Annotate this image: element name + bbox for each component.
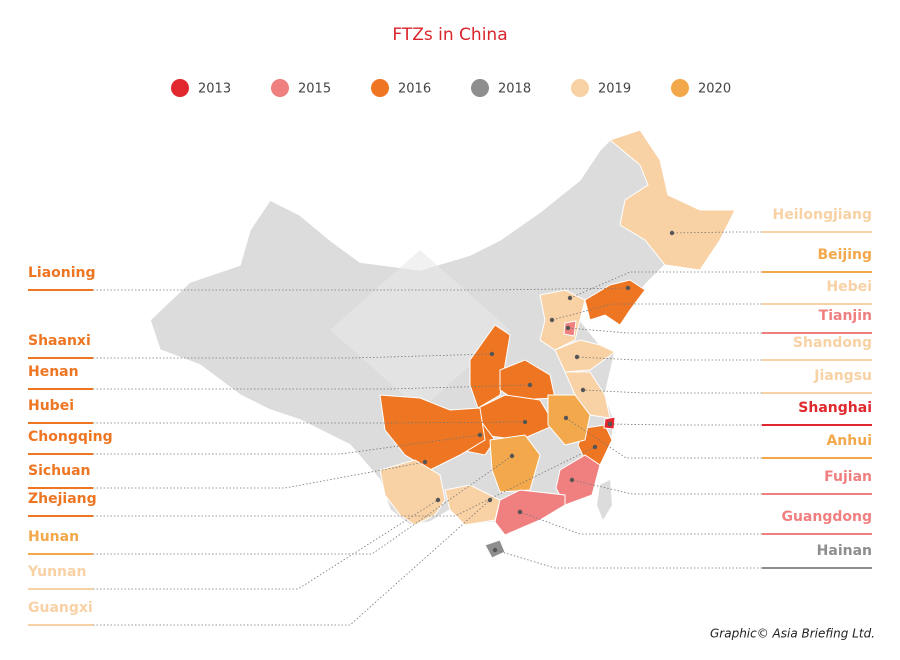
province-dot	[492, 547, 498, 553]
province-dot	[574, 354, 580, 360]
leader-line	[93, 455, 513, 555]
province-label: Chongqing	[28, 429, 113, 445]
province-label: Sichuan	[28, 463, 91, 479]
leader-line	[93, 499, 439, 590]
province-dot	[563, 415, 569, 421]
leader-line	[569, 271, 762, 299]
leader-line	[93, 446, 596, 517]
leader-line	[519, 511, 762, 535]
province-label: Shaanxi	[28, 333, 91, 349]
legend-label: 2016	[398, 82, 431, 97]
province-dot	[477, 432, 483, 438]
province	[379, 459, 446, 526]
province	[489, 434, 541, 493]
province-dot	[592, 444, 598, 450]
province	[494, 489, 566, 536]
legend-swatch	[571, 79, 589, 97]
leader-line	[551, 303, 762, 321]
leader-line	[93, 384, 531, 390]
province-dot	[565, 325, 571, 331]
province-dot	[517, 509, 523, 515]
province-label: Liaoning	[28, 265, 96, 281]
province-label: Fujian	[824, 469, 872, 485]
province-dot	[527, 382, 533, 388]
province	[584, 279, 646, 326]
legend-swatch	[371, 79, 389, 97]
legend-swatch	[671, 79, 689, 97]
province-label: Anhui	[826, 433, 872, 449]
province	[555, 454, 601, 506]
province-dot	[625, 285, 631, 291]
province-label: Shanghai	[798, 400, 872, 416]
legend-swatch	[271, 79, 289, 97]
leader-line	[93, 421, 526, 424]
taiwan	[597, 480, 612, 520]
province-dot	[567, 295, 573, 301]
province-label: Yunnan	[27, 564, 86, 580]
province	[608, 129, 736, 271]
province-label: Zhejiang	[28, 491, 97, 507]
province-label: Guangdong	[781, 509, 872, 525]
leader-line	[494, 549, 762, 569]
legend-swatch	[171, 79, 189, 97]
title: FTZs in China	[392, 25, 507, 45]
leader-line	[93, 353, 493, 359]
province-dot	[422, 459, 428, 465]
province	[547, 394, 591, 446]
province-label: Guangxi	[28, 600, 93, 616]
leader-line	[571, 479, 762, 495]
province-label: Hunan	[28, 529, 79, 545]
province-dot	[607, 421, 613, 427]
leader-line	[671, 231, 762, 234]
province-label: Tianjin	[819, 308, 872, 324]
province-dot	[522, 419, 528, 425]
province-dot	[669, 230, 675, 236]
leader-line	[567, 327, 762, 334]
province-dot	[489, 351, 495, 357]
province-dot	[569, 477, 575, 483]
legend-label: 2018	[498, 82, 531, 97]
province-label: Jiangsu	[813, 368, 872, 384]
province-label: Shandong	[793, 335, 872, 351]
legend-label: 2019	[598, 82, 631, 97]
leader-line	[576, 356, 762, 361]
leader-line	[609, 423, 762, 426]
legend-swatch	[471, 79, 489, 97]
province-label: Hubei	[28, 398, 74, 414]
province-label: Hebei	[826, 279, 872, 295]
credit: Graphic© Asia Briefing Ltd.	[710, 627, 875, 641]
leader-line	[93, 461, 426, 489]
province-dot	[487, 497, 493, 503]
legend-label: 2013	[198, 82, 231, 97]
province-label: Henan	[28, 364, 79, 380]
legend-label: 2020	[698, 82, 731, 97]
province-dot	[549, 317, 555, 323]
province-label: Heilongjiang	[773, 207, 872, 223]
leader-line	[93, 499, 491, 626]
legend-label: 2015	[298, 82, 331, 97]
province-dot	[435, 497, 441, 503]
province-label: Beijing	[817, 247, 872, 263]
leader-line	[582, 389, 762, 394]
province-label: Hainan	[817, 543, 872, 559]
province-dot	[580, 387, 586, 393]
province-dot	[509, 453, 515, 459]
province	[379, 394, 486, 471]
